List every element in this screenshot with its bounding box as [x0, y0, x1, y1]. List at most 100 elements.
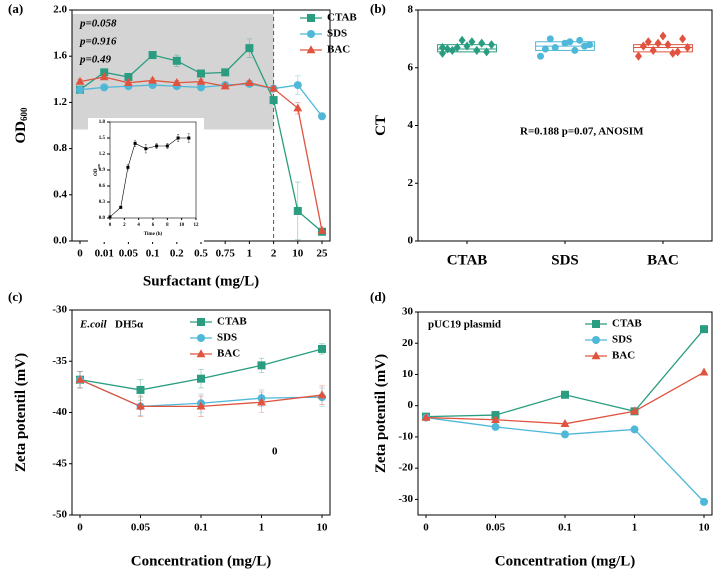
marker [124, 77, 133, 86]
y-axis-label: OD600 [13, 107, 29, 144]
x-tick-label: 0.1 [558, 522, 572, 534]
x-axis-label: Concentration (mg/L) [495, 553, 635, 569]
y-axis-label-sub: 600 [19, 107, 29, 121]
marker [439, 48, 446, 58]
marker [307, 14, 315, 22]
marker [551, 44, 559, 52]
x-tick-label: 25 [317, 248, 329, 260]
x-tick-label: 1 [259, 522, 265, 534]
marker [491, 414, 500, 423]
marker [75, 76, 85, 85]
y-tick-label: -50 [52, 509, 67, 521]
marker [448, 45, 456, 55]
y-axis-label-sub: 600 [97, 164, 101, 169]
y-tick-label: 0.3 [99, 200, 106, 205]
y-tick-label: 0.0 [99, 216, 106, 221]
marker [172, 56, 181, 65]
legend-label: SDS [327, 28, 347, 40]
marker [221, 68, 230, 77]
marker [124, 72, 133, 81]
marker [257, 361, 266, 370]
marker [220, 81, 230, 90]
y-tick-label: 0.8 [53, 142, 67, 154]
marker [488, 40, 495, 50]
y-tick-label: 0.4 [53, 188, 67, 200]
marker [108, 215, 112, 219]
marker [491, 422, 500, 431]
marker [639, 41, 647, 51]
y-axis-label-main: OD [94, 168, 99, 176]
x-tick-label: 6 [152, 223, 155, 228]
marker [571, 46, 579, 54]
y-tick-label: 2 [408, 177, 414, 189]
plot-frame [417, 311, 713, 516]
marker [318, 112, 326, 121]
marker [458, 35, 466, 45]
y-tick-label: 0 [408, 235, 414, 247]
marker [197, 318, 205, 326]
x-tick-label: 0.2 [170, 248, 184, 260]
x-axis-label: Concentration (mg/L) [131, 553, 271, 569]
marker [306, 45, 316, 54]
x-tick-label: 10 [179, 223, 185, 228]
y-tick-label: -20 [398, 462, 413, 474]
marker [669, 48, 677, 58]
x-tick-label: 0 [77, 248, 83, 260]
marker [463, 41, 471, 51]
legend-label: SDS [612, 334, 632, 346]
marker [245, 77, 254, 86]
marker [468, 37, 476, 47]
x-axis-label: Time (h) [144, 232, 163, 237]
x-tick-label: 4 [137, 223, 140, 228]
marker [76, 85, 84, 94]
x-axis-label: Surfactant (mg/L) [143, 273, 259, 289]
y-tick-label: -30 [52, 304, 67, 316]
series-line [425, 328, 705, 418]
x-tick-label: 0.75 [216, 248, 236, 260]
marker [560, 419, 570, 428]
marker [561, 390, 569, 399]
y-axis-label: OD600 [94, 164, 101, 177]
x-tick-label: 10 [317, 522, 329, 534]
y-tick-label: 0.9 [99, 168, 106, 173]
marker [197, 83, 205, 92]
x-tick-label: 0.05 [119, 248, 139, 260]
marker [679, 34, 687, 44]
marker [196, 401, 206, 410]
annotation: 0 [272, 446, 278, 458]
marker [293, 81, 302, 90]
marker [664, 40, 672, 50]
marker [318, 344, 326, 353]
marker [269, 96, 278, 105]
marker [148, 75, 157, 84]
marker [592, 336, 600, 344]
marker [541, 45, 549, 53]
marker [257, 397, 266, 406]
y-tick-label: 20 [402, 337, 414, 349]
marker [144, 147, 148, 151]
marker [165, 144, 169, 148]
marker [483, 47, 491, 57]
marker [317, 225, 327, 234]
marker [576, 36, 584, 44]
x-tick-label: 10 [292, 248, 304, 260]
marker [473, 45, 481, 55]
y-tick-label: 0.6 [99, 184, 106, 189]
marker [293, 206, 302, 215]
marker [148, 51, 157, 60]
x-tick-label: 10 [699, 522, 711, 534]
marker [635, 51, 642, 61]
x-tick-label: 0 [423, 522, 429, 534]
marker [591, 351, 601, 360]
marker [119, 205, 123, 209]
marker [100, 83, 109, 92]
marker [307, 30, 315, 38]
panel-label: (c) [8, 289, 22, 304]
y-tick-label: -10 [398, 430, 413, 442]
marker [196, 76, 206, 85]
marker [649, 45, 657, 55]
x-tick-label: 0 [109, 223, 112, 228]
legend-label: CTAB [217, 316, 247, 328]
x-tick-label: 12 [194, 223, 200, 228]
